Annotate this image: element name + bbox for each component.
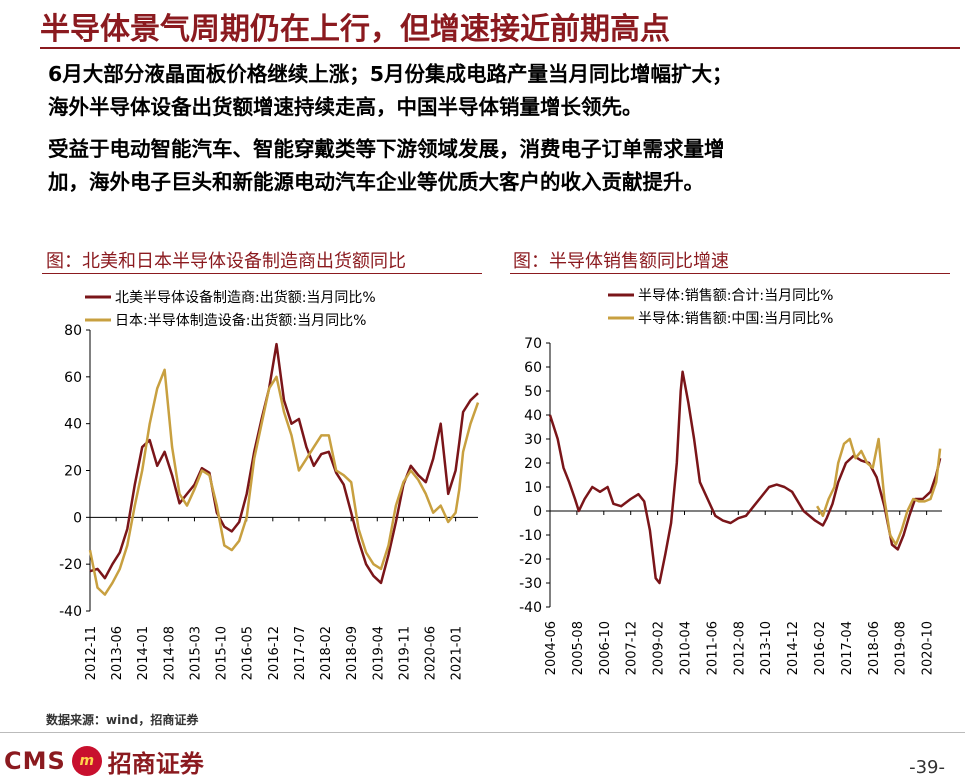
- y-tick-label: 20: [524, 456, 542, 472]
- legend-label: 北美半导体设备制造商:出货额:当月同比%: [115, 289, 376, 306]
- x-tick-label: 2019-11: [397, 626, 412, 680]
- x-tick-label: 2011-06: [705, 621, 720, 675]
- chart-1-title-rule: [42, 273, 482, 274]
- logo-text: CMS: [4, 747, 66, 775]
- paragraph-line: 海外半导体设备出货额增速持续走高，中国半导体销量增长领先。: [48, 95, 643, 119]
- x-tick-label: 2015-10: [215, 626, 230, 680]
- x-tick-label: 2020-10: [921, 621, 936, 675]
- y-tick-label: -40: [59, 604, 82, 620]
- x-tick-label: 2016-12: [267, 626, 282, 680]
- y-tick-label: 60: [64, 370, 82, 386]
- x-tick-label: 2021-01: [450, 626, 465, 680]
- chart-equipment-shipments: -40 -20 0 20 40 60 80 2012-11 2013-06 2014-01 2014…: [59, 289, 480, 680]
- paragraph-line: 受益于电动智能汽车、智能穿戴类等下游领域发展，消费电子订单需求量增: [48, 137, 725, 161]
- x-tick-label: 2014-08: [162, 626, 177, 680]
- legend-label: 日本:半导体制造设备:出货额:当月同比%: [115, 312, 366, 329]
- series-line-2: [816, 437, 942, 546]
- logo-mark-icon: m: [71, 746, 102, 776]
- x-tick-label: 2013-10: [759, 621, 774, 675]
- y-tick-label: -10: [519, 528, 542, 544]
- title-divider: [40, 47, 960, 49]
- y-tick-label: 30: [524, 432, 542, 448]
- y-tick-label: 70: [524, 336, 542, 352]
- series-line-1: [548, 370, 942, 585]
- chart-2-title: 图：半导体销售额同比增速: [513, 251, 729, 272]
- x-tick-label: 2014-01: [136, 626, 151, 680]
- data-source: 数据来源：wind，招商证券: [46, 713, 199, 727]
- series-line-2: [88, 368, 480, 596]
- x-tick-label: 2018-06: [867, 621, 882, 675]
- y-tick-label: 40: [524, 408, 542, 424]
- paragraph-line: 加，海外电子巨头和新能源电动汽车企业等优质大客户的收入贡献提升。: [48, 170, 704, 194]
- x-tick-label: 2012-08: [732, 621, 747, 675]
- x-tick-label: 2017-04: [840, 621, 855, 675]
- y-tick-label: 0: [73, 510, 82, 526]
- y-tick-label: 80: [64, 323, 82, 339]
- chart-1-title: 图：北美和日本半导体设备制造商出货额同比: [46, 251, 406, 272]
- x-tick-label: 2005-08: [571, 621, 586, 675]
- chart-semiconductor-sales: -40 -30 -20 -10 0 10 20 30 40 50 60 70 2004-06 2005-0…: [519, 288, 942, 675]
- paragraph-1: 6月大部分液晶面板价格继续上涨；5月份集成电路产量当月同比增幅扩大； 海外半导体…: [48, 58, 733, 124]
- y-tick-label: -30: [519, 576, 542, 592]
- logo-chinese-name: 招商证券: [107, 748, 204, 778]
- y-tick-label: -20: [59, 557, 82, 573]
- x-tick-label: 2016-05: [241, 626, 256, 680]
- y-tick-label: 0: [533, 504, 542, 520]
- x-tick-label: 2016-02: [813, 621, 828, 675]
- paragraph-2: 受益于电动智能汽车、智能穿戴类等下游领域发展，消费电子订单需求量增 加，海外电子…: [48, 133, 725, 199]
- x-tick-label: 2018-02: [319, 626, 334, 680]
- page-title: 半导体景气周期仍在上行，但增速接近前期高点: [40, 12, 670, 47]
- x-tick-label: 2007-12: [625, 621, 640, 675]
- y-tick-label: -20: [519, 552, 542, 568]
- y-tick-label: 10: [524, 480, 542, 496]
- y-tick-label: -40: [519, 600, 542, 616]
- cms-logo: CMS m 招商证券: [4, 744, 204, 778]
- x-tick-label: 2006-10: [598, 621, 613, 675]
- paragraph-line: 6月大部分液晶面板价格继续上涨；5月份集成电路产量当月同比增幅扩大；: [48, 62, 733, 86]
- x-tick-label: 2015-03: [188, 626, 203, 680]
- x-tick-label: 2019-08: [894, 621, 909, 675]
- x-tick-label: 2013-06: [110, 626, 125, 680]
- y-tick-label: 50: [524, 384, 542, 400]
- chart-2-title-rule: [510, 273, 950, 274]
- legend-label: 半导体:销售额:中国:当月同比%: [638, 311, 833, 327]
- series-line-1: [89, 342, 479, 585]
- x-tick-label: 2017-07: [293, 626, 308, 680]
- y-tick-label: 40: [64, 417, 82, 433]
- x-tick-label: 2019-04: [371, 626, 386, 680]
- legend-label: 半导体:销售额:合计:当月同比%: [638, 288, 833, 304]
- x-tick-label: 2020-06: [424, 626, 439, 680]
- x-tick-label: 2004-06: [544, 621, 559, 675]
- x-tick-label: 2014-12: [786, 621, 801, 675]
- x-tick-label: 2010-04: [679, 621, 694, 675]
- x-tick-label: 2012-11: [84, 626, 99, 680]
- page-number: -39-: [909, 757, 945, 778]
- y-tick-label: 60: [524, 360, 542, 376]
- x-tick-label: 2018-09: [345, 626, 360, 680]
- x-tick-label: 2009-02: [652, 621, 667, 675]
- footer-divider: [0, 732, 965, 733]
- y-tick-label: 20: [64, 464, 82, 480]
